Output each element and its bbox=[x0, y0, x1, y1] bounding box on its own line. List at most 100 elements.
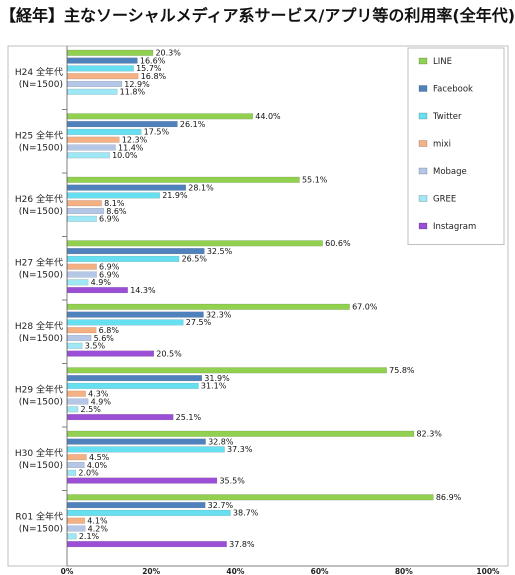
bar bbox=[67, 271, 97, 278]
legend-label: GREE bbox=[433, 195, 456, 205]
bar bbox=[67, 200, 102, 207]
x-tick-label: 40% bbox=[226, 567, 244, 575]
data-label: 16.8% bbox=[141, 72, 167, 81]
data-label: 4.2% bbox=[88, 524, 109, 533]
bar bbox=[67, 517, 85, 524]
bar bbox=[67, 502, 206, 509]
bar bbox=[67, 319, 184, 326]
data-label: 38.7% bbox=[233, 509, 259, 518]
data-label: 31.9% bbox=[204, 374, 230, 383]
bar bbox=[67, 509, 231, 516]
data-label: 67.0% bbox=[352, 303, 378, 312]
data-label: 31.1% bbox=[201, 382, 227, 391]
data-label: 6.9% bbox=[99, 270, 120, 279]
group-label: H30 全年代 bbox=[15, 447, 63, 459]
bar bbox=[67, 494, 434, 501]
bar bbox=[67, 541, 227, 548]
legend-swatch bbox=[418, 112, 428, 120]
data-label: 55.1% bbox=[302, 176, 328, 185]
data-label: 32.7% bbox=[208, 501, 234, 510]
bar bbox=[67, 73, 139, 80]
legend-swatch bbox=[418, 222, 428, 230]
bar bbox=[67, 430, 415, 437]
bar bbox=[67, 469, 77, 476]
bar bbox=[67, 375, 202, 382]
bar bbox=[67, 477, 218, 484]
data-label: 2.1% bbox=[79, 532, 100, 541]
group-sublabel: (N=1500) bbox=[19, 143, 63, 153]
data-label: 82.3% bbox=[416, 430, 442, 439]
legend-label: mixi bbox=[433, 140, 451, 150]
data-label: 25.1% bbox=[176, 413, 202, 422]
data-label: 4.9% bbox=[91, 278, 112, 287]
data-label: 6.9% bbox=[99, 263, 120, 272]
bar bbox=[67, 240, 323, 247]
data-label: 16.6% bbox=[140, 56, 166, 65]
bar bbox=[67, 215, 97, 222]
legend-label: LINE bbox=[433, 57, 452, 67]
data-label: 8.1% bbox=[104, 199, 125, 208]
group-sublabel: (N=1500) bbox=[19, 334, 63, 344]
group-label: H24 全年代 bbox=[15, 66, 63, 78]
group-label: H27 全年代 bbox=[15, 256, 63, 268]
data-label: 8.6% bbox=[106, 207, 127, 216]
legend-swatch bbox=[418, 167, 428, 175]
data-label: 14.3% bbox=[130, 286, 156, 295]
data-label: 32.3% bbox=[206, 310, 232, 319]
data-label: 5.6% bbox=[94, 334, 115, 343]
data-label: 6.9% bbox=[99, 215, 120, 224]
data-label: 15.7% bbox=[136, 64, 162, 73]
group-sublabel: (N=1500) bbox=[19, 524, 63, 534]
bar bbox=[67, 382, 199, 389]
legend-swatch bbox=[418, 140, 428, 147]
bar bbox=[67, 446, 225, 453]
data-label: 2.0% bbox=[78, 469, 99, 478]
bar bbox=[67, 438, 206, 445]
bar bbox=[67, 57, 138, 64]
data-label: 4.3% bbox=[88, 390, 109, 399]
data-label: 12.9% bbox=[124, 80, 150, 89]
bar bbox=[67, 144, 116, 151]
legend-swatch bbox=[418, 195, 428, 202]
legend-label: Twitter bbox=[432, 112, 462, 122]
data-label: 37.3% bbox=[227, 445, 253, 454]
data-label: 27.5% bbox=[186, 318, 212, 327]
bar bbox=[67, 533, 77, 540]
group-sublabel: (N=1500) bbox=[19, 461, 63, 471]
group-label: H25 全年代 bbox=[15, 129, 63, 141]
data-label: 4.1% bbox=[87, 517, 108, 526]
data-label: 4.5% bbox=[89, 453, 110, 462]
group-label: H28 全年代 bbox=[15, 320, 63, 332]
group-label: H29 全年代 bbox=[15, 383, 63, 395]
legend-swatch bbox=[418, 57, 428, 65]
data-label: 86.9% bbox=[436, 493, 462, 502]
bar bbox=[67, 279, 89, 286]
x-tick-label: 0% bbox=[61, 567, 74, 575]
bar bbox=[67, 113, 253, 120]
bar bbox=[67, 88, 118, 95]
bar bbox=[67, 255, 180, 262]
data-label: 6.8% bbox=[99, 326, 120, 335]
bar bbox=[67, 454, 87, 461]
data-label: 20.3% bbox=[155, 49, 181, 58]
x-tick-label: 100% bbox=[476, 567, 500, 575]
data-label: 2.5% bbox=[81, 405, 102, 414]
data-label: 20.5% bbox=[156, 349, 182, 358]
data-label: 21.9% bbox=[162, 191, 188, 200]
bar bbox=[67, 49, 154, 56]
data-label: 26.5% bbox=[182, 255, 208, 264]
bar bbox=[67, 406, 79, 413]
data-label: 35.5% bbox=[219, 476, 245, 485]
data-label: 4.0% bbox=[87, 461, 108, 470]
x-tick-label: 60% bbox=[311, 567, 329, 575]
data-label: 32.5% bbox=[207, 247, 233, 256]
bar bbox=[67, 462, 85, 469]
bar bbox=[67, 350, 155, 357]
bar bbox=[67, 176, 300, 183]
bar bbox=[67, 311, 204, 318]
bar bbox=[67, 128, 142, 135]
data-label: 26.1% bbox=[180, 120, 206, 129]
group-sublabel: (N=1500) bbox=[19, 270, 63, 280]
bar bbox=[67, 80, 123, 87]
